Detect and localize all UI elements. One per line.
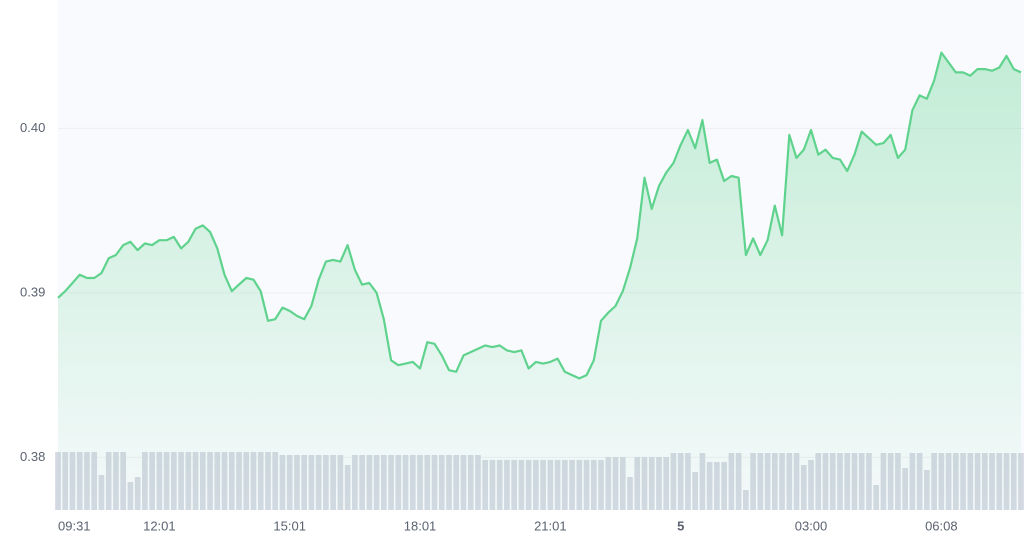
- x-tick-label: 21:01: [534, 518, 567, 533]
- y-tick-label: 0.40: [20, 120, 45, 135]
- x-tick-label: 15:01: [273, 518, 306, 533]
- y-tick-label: 0.39: [20, 284, 45, 299]
- x-tick-label: 06:08: [925, 518, 958, 533]
- x-tick-label: 18:01: [404, 518, 437, 533]
- price-area: [58, 52, 1021, 510]
- x-tick-label: 09:31: [58, 518, 91, 533]
- x-tick-label: 03:00: [795, 518, 828, 533]
- x-tick-label: 5: [677, 518, 684, 533]
- x-tick-label: 12:01: [143, 518, 176, 533]
- price-line: [57, 51, 1022, 380]
- y-tick-label: 0.38: [20, 449, 45, 464]
